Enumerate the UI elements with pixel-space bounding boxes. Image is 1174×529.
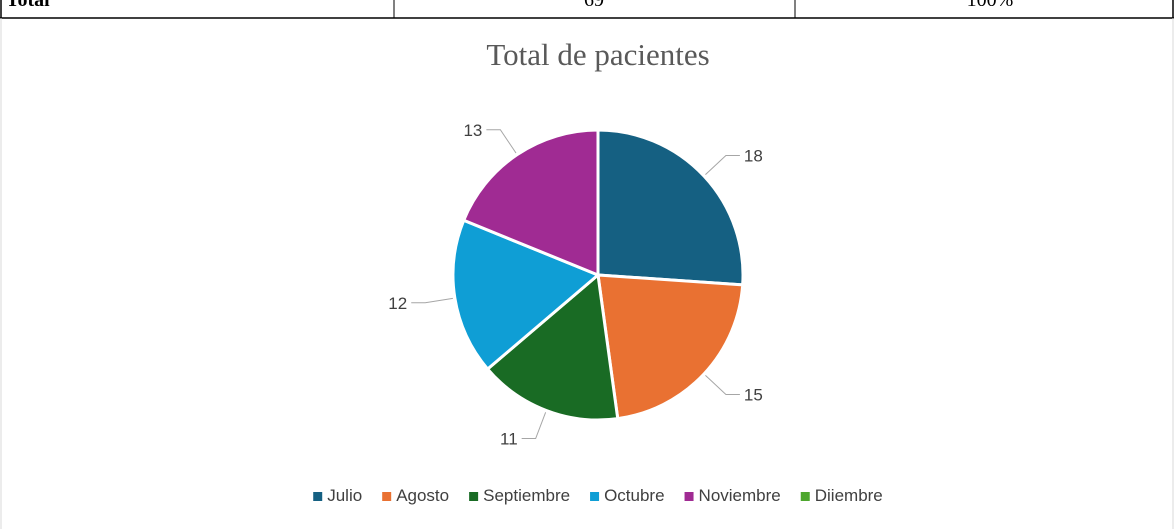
legend-label: Septiembre (483, 486, 570, 505)
leader-line (705, 155, 740, 176)
data-label: 15 (744, 385, 763, 404)
leader-line (411, 297, 453, 304)
pie-slice (461, 128, 600, 278)
leader-line (521, 412, 547, 440)
legend-label: Noviembre (699, 486, 781, 505)
legend-swatch (313, 492, 323, 501)
pie-slice (485, 272, 620, 422)
pie-slice (596, 273, 745, 421)
leader-line (705, 374, 740, 395)
legend-item: Noviembre (684, 486, 781, 505)
legend-label: Octubre (604, 486, 664, 505)
legend-swatch (469, 492, 479, 501)
legend: Julio Agosto Septiembre Octubre Noviembre Dii… (313, 486, 883, 505)
legend-label: Agosto (396, 486, 449, 505)
table-cell: Total (6, 0, 50, 11)
legend-item: Diiembre (800, 486, 883, 505)
legend-swatch (382, 492, 392, 501)
legend-item: Agosto (382, 486, 449, 505)
legend-item: Septiembre (469, 486, 570, 505)
legend-label: Julio (327, 486, 362, 505)
data-label: 11 (500, 430, 518, 449)
legend-label: Diiembre (815, 486, 883, 505)
chart-title: Total de pacientes (486, 37, 709, 72)
table-cell: 100% (967, 0, 1014, 11)
legend-swatch (684, 492, 694, 501)
legend-swatch (800, 492, 810, 501)
pie-slice (451, 218, 601, 372)
data-label: 13 (463, 121, 482, 140)
table-cell: 69 (584, 0, 604, 11)
legend-item: Julio (313, 486, 362, 505)
pie-slice (596, 128, 745, 287)
data-label: 18 (744, 147, 763, 166)
leader-line (486, 129, 517, 154)
table-fragment: Total 69 100% (0, 0, 1174, 19)
legend-swatch (590, 492, 600, 501)
data-label: 12 (388, 294, 407, 313)
legend-item: Octubre (590, 486, 665, 505)
pie: 18 15 11 12 13 (388, 121, 763, 449)
